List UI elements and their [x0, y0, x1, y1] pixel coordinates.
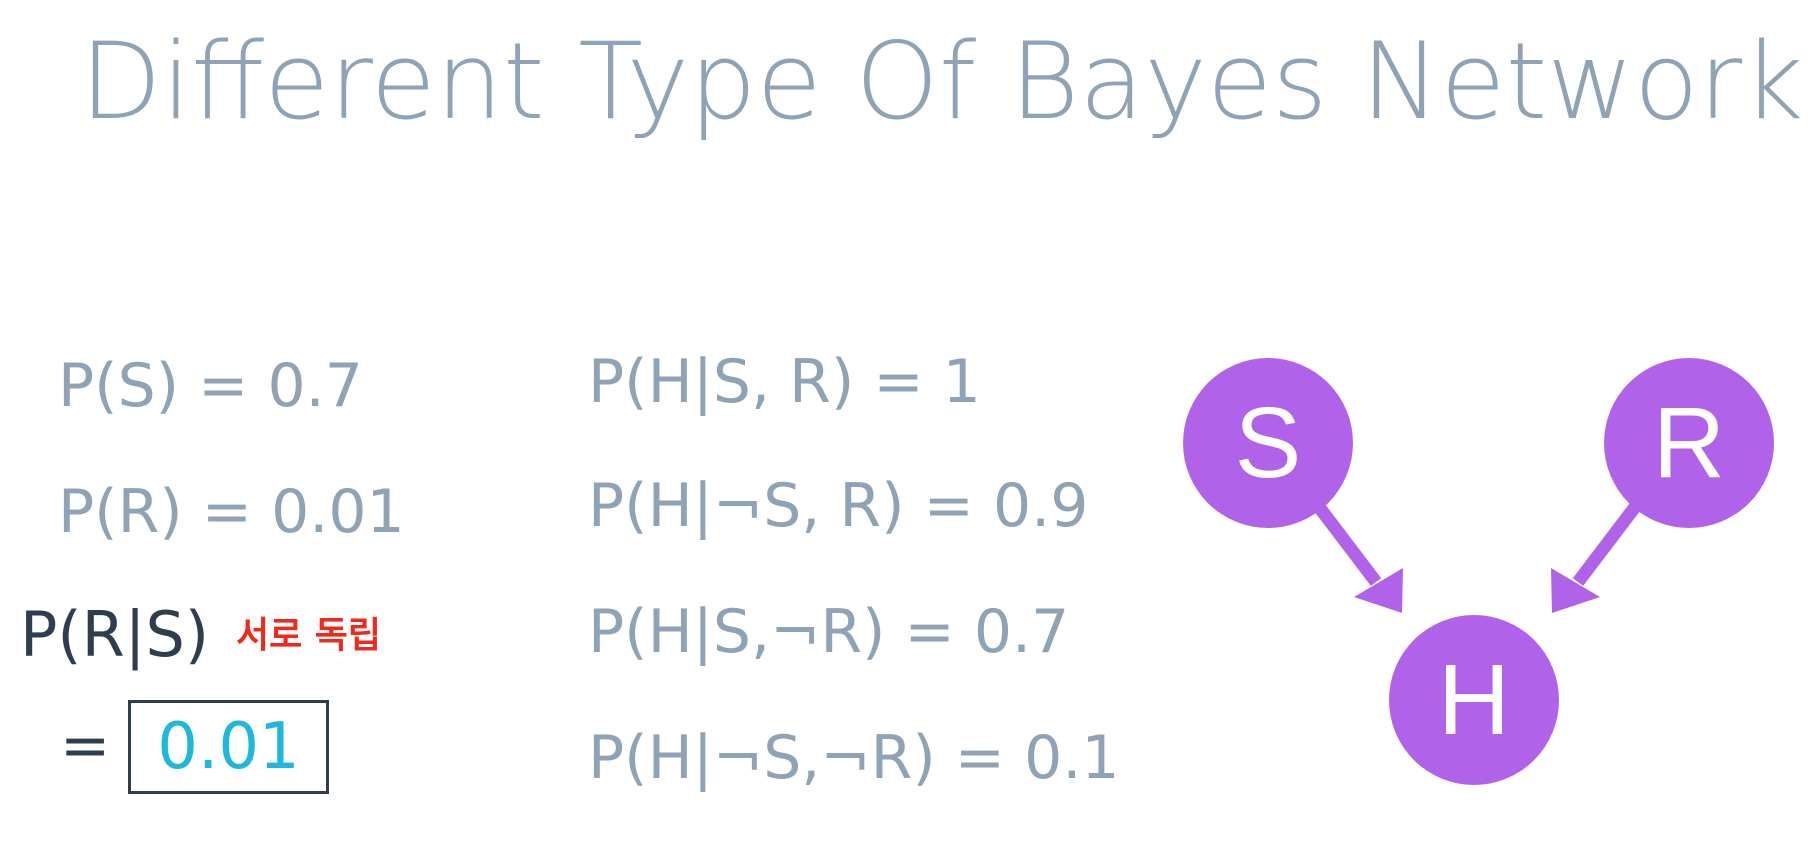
question-expr: P(R|S)	[20, 598, 210, 671]
answer-box: 0.01	[128, 700, 329, 794]
prior-r: P(R) = 0.01	[58, 477, 405, 547]
node-r: R	[1604, 358, 1774, 528]
slide-title: Different Type Of Bayes Network	[80, 20, 1804, 143]
node-r-label: R	[1653, 387, 1725, 499]
node-s-label: S	[1235, 387, 1302, 499]
answer-value: 0.01	[157, 710, 300, 784]
conditional-3: P(H|¬S,¬R) = 0.1	[588, 723, 1120, 793]
independence-note: 서로 독립	[236, 615, 382, 656]
conditional-1: P(H|¬S, R) = 0.9	[588, 471, 1089, 541]
prior-s: P(S) = 0.7	[58, 351, 363, 421]
node-s: S	[1183, 358, 1353, 528]
conditional-0: P(H|S, R) = 1	[588, 347, 981, 417]
edge-r-to-h	[1551, 499, 1644, 613]
node-h-label: H	[1438, 644, 1510, 756]
conditional-2: P(H|S,¬R) = 0.7	[588, 597, 1070, 667]
equals-sign: =	[60, 711, 111, 781]
edge-s-to-h	[1310, 499, 1403, 613]
node-h: H	[1389, 615, 1559, 785]
